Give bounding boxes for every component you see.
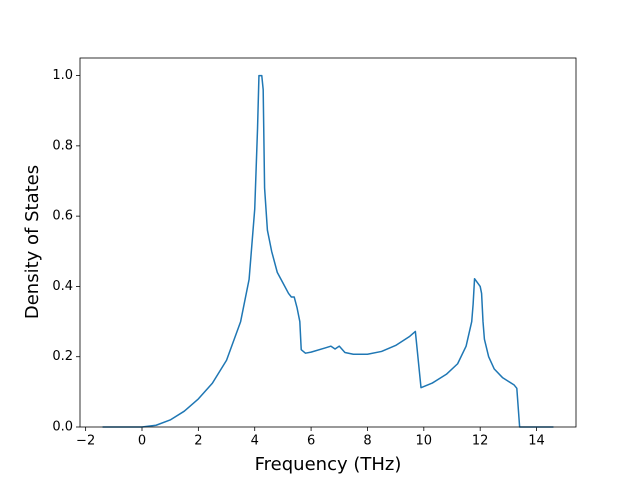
x-tick-label: 2 bbox=[194, 434, 202, 449]
x-tick-label: 12 bbox=[472, 434, 489, 449]
plot-frame bbox=[79, 57, 577, 428]
x-tick-label: 14 bbox=[528, 434, 545, 449]
x-tick-label: 8 bbox=[363, 434, 371, 449]
x-tick-label: 10 bbox=[416, 434, 433, 449]
x-tick-label: 0 bbox=[138, 434, 146, 449]
y-tick-label: 0.6 bbox=[52, 209, 73, 224]
y-tick-label: 0.8 bbox=[52, 138, 73, 153]
x-tick-label: 6 bbox=[307, 434, 315, 449]
x-tick-label: −2 bbox=[76, 434, 95, 449]
x-tick-label: 4 bbox=[251, 434, 259, 449]
y-tick-label: 0.4 bbox=[52, 279, 73, 294]
y-tick-label: 1.0 bbox=[52, 68, 73, 83]
x-axis-label: Frequency (THz) bbox=[255, 454, 402, 475]
y-tick-label: 0.0 bbox=[52, 420, 73, 435]
y-tick-label: 0.2 bbox=[52, 349, 73, 364]
data-line bbox=[102, 74, 554, 428]
y-axis-label: Density of States bbox=[22, 165, 43, 319]
